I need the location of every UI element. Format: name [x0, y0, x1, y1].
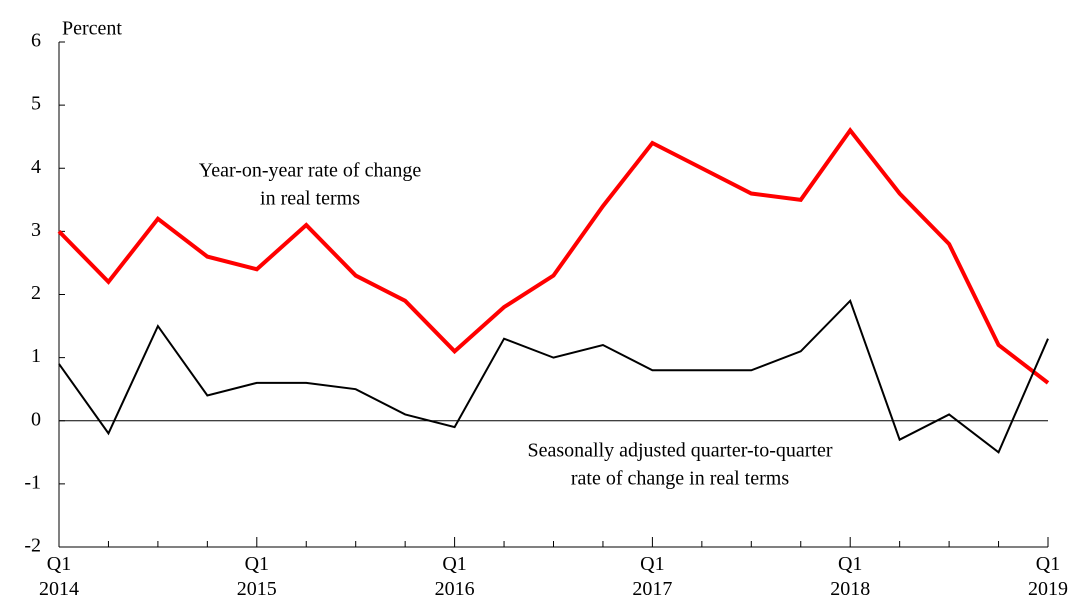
annotation: Year-on-year rate of change: [199, 160, 422, 182]
annotation: in real terms: [260, 188, 360, 210]
x-tick-label-line: 2015: [237, 578, 277, 600]
series-line: [57, 127, 1050, 385]
y-tick-label: 4: [31, 156, 41, 178]
x-tick-label-line: 2018: [830, 578, 870, 600]
x-tick-label-line: Q1: [47, 553, 71, 575]
y-tick-label: 2: [31, 282, 41, 304]
x-tick-label: Q1 2014: [39, 553, 79, 600]
y-tick-label: 6: [31, 30, 41, 52]
series-line: [58, 298, 1049, 454]
y-tick-label: 1: [31, 345, 41, 367]
y-tick-label: -2: [24, 535, 41, 557]
x-tick-label-line: 2016: [435, 578, 475, 600]
x-tick-label-line: 2014: [39, 578, 79, 600]
y-axis-label: Percent: [62, 18, 122, 40]
x-tick-label-line: Q1: [442, 553, 466, 575]
y-tick-label: 5: [31, 93, 41, 115]
x-tick-label: Q1 2017: [632, 553, 672, 600]
annotation: rate of change in real terms: [571, 468, 789, 490]
x-tick-label: Q1 2016: [435, 553, 475, 600]
x-tick-label-line: 2019: [1028, 578, 1068, 600]
x-tick-label: Q1 2018: [830, 553, 870, 600]
x-tick-label: Q1 2019: [1028, 553, 1068, 600]
x-tick-label-line: Q1: [245, 553, 269, 575]
y-tick-label: 3: [31, 219, 41, 241]
x-tick-label-line: Q1: [640, 553, 664, 575]
x-tick-label-line: 2017: [632, 578, 672, 600]
annotation: Seasonally adjusted quarter-to-quarter: [527, 440, 832, 462]
y-tick-label: 0: [31, 408, 41, 430]
x-tick-label: Q1 2015: [237, 553, 277, 600]
y-tick-label: -1: [24, 471, 41, 493]
x-tick-label-line: Q1: [838, 553, 862, 575]
x-tick-label-line: Q1: [1036, 553, 1060, 575]
